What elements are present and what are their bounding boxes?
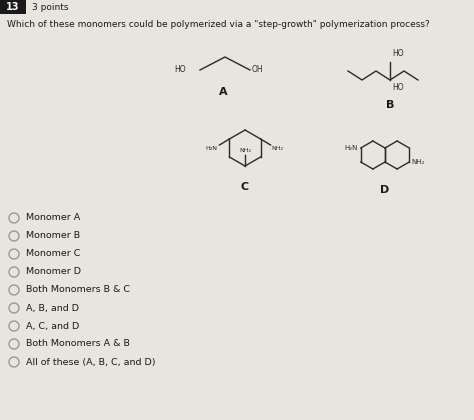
Text: A, B, and D: A, B, and D [26,304,79,312]
Text: A, C, and D: A, C, and D [26,321,79,331]
Text: HO: HO [392,49,404,58]
Text: HO: HO [174,66,186,74]
Text: H₂N: H₂N [205,146,218,151]
Text: Which of these monomers could be polymerized via a "step-growth" polymerization : Which of these monomers could be polymer… [7,20,430,29]
Text: H₂N: H₂N [345,145,358,151]
Text: C: C [241,182,249,192]
FancyBboxPatch shape [0,0,26,14]
Text: Monomer C: Monomer C [26,249,81,258]
Text: NH₂: NH₂ [272,146,283,151]
Text: Both Monomers A & B: Both Monomers A & B [26,339,130,349]
Text: Monomer D: Monomer D [26,268,81,276]
Text: Monomer B: Monomer B [26,231,80,241]
Text: 13: 13 [6,2,20,12]
Text: Monomer A: Monomer A [26,213,80,223]
Text: All of these (A, B, C, and D): All of these (A, B, C, and D) [26,357,155,367]
Text: B: B [386,100,394,110]
Text: A: A [219,87,228,97]
Text: Both Monomers B & C: Both Monomers B & C [26,286,130,294]
Text: D: D [380,185,390,195]
Text: NH₂: NH₂ [239,148,251,153]
Text: NH₂: NH₂ [411,159,425,165]
Text: 3 points: 3 points [32,3,69,11]
Text: OH: OH [252,66,264,74]
Text: HO: HO [392,83,404,92]
